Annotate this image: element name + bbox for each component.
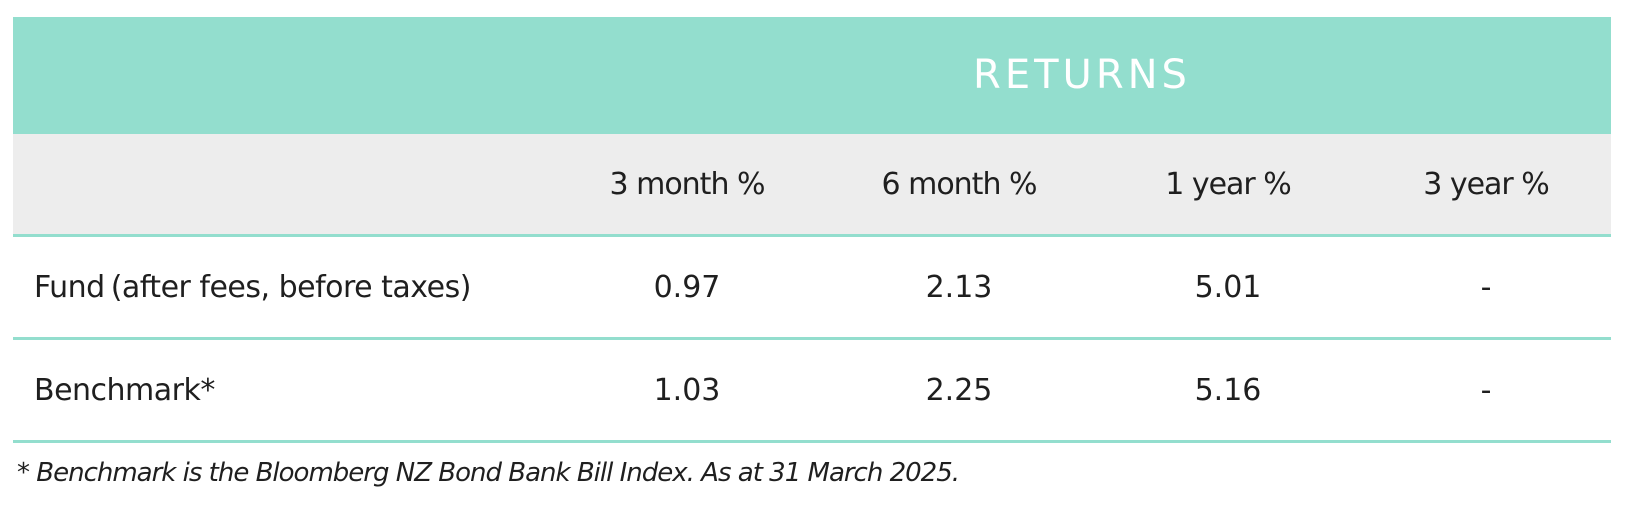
row-label-fund-note: (after fees, before taxes) bbox=[110, 269, 472, 305]
row-label-benchmark: Benchmark* bbox=[13, 340, 551, 440]
benchmark-footnote: * Benchmark is the Bloomberg NZ Bond Ban… bbox=[17, 458, 960, 488]
table-row-fund: Fund (after fees, before taxes) 0.97 2.1… bbox=[13, 237, 1611, 340]
row-label-fund-name: Fund bbox=[34, 269, 105, 305]
column-header-row: 3 month % 6 month % 1 year % 3 year % bbox=[13, 134, 1611, 237]
fund-1-year-value: 5.01 bbox=[1194, 269, 1262, 305]
benchmark-6-month-value: 2.25 bbox=[925, 372, 993, 408]
column-header-6-month: 6 month % bbox=[881, 166, 1037, 202]
fund-3-year-value: - bbox=[1480, 269, 1492, 305]
fund-3-month-value: 0.97 bbox=[653, 269, 721, 305]
row-label-benchmark-name: Benchmark* bbox=[34, 372, 215, 408]
row-label-fund: Fund (after fees, before taxes) bbox=[13, 237, 551, 337]
benchmark-1-year-value: 5.16 bbox=[1194, 372, 1262, 408]
column-header-1-year: 1 year % bbox=[1165, 166, 1292, 202]
returns-table: RETURNS 3 month % 6 month % 1 year % 3 y… bbox=[13, 17, 1611, 443]
fund-6-month-value: 2.13 bbox=[925, 269, 993, 305]
table-row-benchmark: Benchmark* 1.03 2.25 5.16 - bbox=[13, 340, 1611, 443]
column-header-empty bbox=[13, 134, 551, 234]
column-header-3-year: 3 year % bbox=[1423, 166, 1550, 202]
returns-group-title: RETURNS bbox=[973, 52, 1191, 98]
benchmark-3-year-value: - bbox=[1480, 372, 1492, 408]
column-header-3-month: 3 month % bbox=[609, 166, 765, 202]
returns-header-band: RETURNS bbox=[13, 17, 1611, 134]
benchmark-3-month-value: 1.03 bbox=[653, 372, 721, 408]
